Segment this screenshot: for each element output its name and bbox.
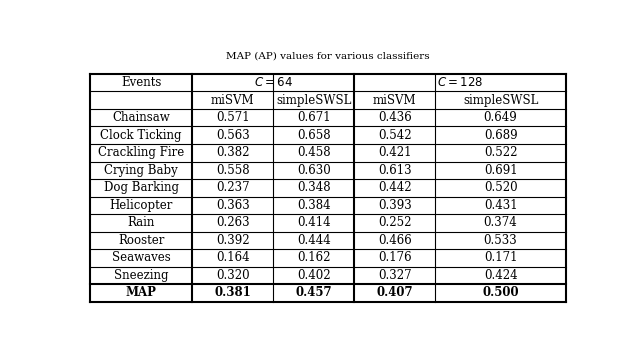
Text: 0.363: 0.363 <box>216 199 250 212</box>
Text: simpleSWSL: simpleSWSL <box>276 94 351 107</box>
Text: 0.442: 0.442 <box>378 181 412 194</box>
Text: 0.458: 0.458 <box>297 146 330 159</box>
Text: 0.421: 0.421 <box>378 146 412 159</box>
Text: 0.466: 0.466 <box>378 234 412 247</box>
Text: 0.630: 0.630 <box>297 164 331 177</box>
Text: 0.414: 0.414 <box>297 216 330 229</box>
Text: 0.431: 0.431 <box>484 199 517 212</box>
Text: Rain: Rain <box>127 216 155 229</box>
Text: Crying Baby: Crying Baby <box>104 164 178 177</box>
Text: 0.658: 0.658 <box>297 129 330 142</box>
Text: Chainsaw: Chainsaw <box>112 111 170 124</box>
Text: miSVM: miSVM <box>373 94 417 107</box>
Text: Rooster: Rooster <box>118 234 164 247</box>
Text: 0.558: 0.558 <box>216 164 250 177</box>
Text: Sneezing: Sneezing <box>114 269 168 282</box>
Text: 0.533: 0.533 <box>484 234 518 247</box>
Text: 0.382: 0.382 <box>216 146 250 159</box>
Text: 0.176: 0.176 <box>378 251 412 264</box>
Text: 0.171: 0.171 <box>484 251 517 264</box>
Text: 0.571: 0.571 <box>216 111 250 124</box>
Text: 0.563: 0.563 <box>216 129 250 142</box>
Text: 0.381: 0.381 <box>214 286 251 299</box>
Text: Helicopter: Helicopter <box>109 199 173 212</box>
Text: 0.424: 0.424 <box>484 269 517 282</box>
Text: MAP (AP) values for various classifiers: MAP (AP) values for various classifiers <box>226 51 430 60</box>
Text: 0.384: 0.384 <box>297 199 330 212</box>
Text: 0.164: 0.164 <box>216 251 250 264</box>
Text: 0.237: 0.237 <box>216 181 250 194</box>
Text: Clock Ticking: Clock Ticking <box>100 129 182 142</box>
Text: 0.252: 0.252 <box>378 216 412 229</box>
Text: 0.263: 0.263 <box>216 216 250 229</box>
Text: $C = 128$: $C = 128$ <box>437 76 483 89</box>
Text: 0.542: 0.542 <box>378 129 412 142</box>
Text: $C = 64$: $C = 64$ <box>254 76 292 89</box>
Text: Dog Barking: Dog Barking <box>104 181 179 194</box>
Text: 0.374: 0.374 <box>484 216 518 229</box>
Text: miSVM: miSVM <box>211 94 255 107</box>
Text: 0.613: 0.613 <box>378 164 412 177</box>
Text: Seawaves: Seawaves <box>112 251 170 264</box>
Text: 0.162: 0.162 <box>297 251 330 264</box>
Text: 0.327: 0.327 <box>378 269 412 282</box>
Text: 0.348: 0.348 <box>297 181 330 194</box>
Text: 0.392: 0.392 <box>216 234 250 247</box>
Text: 0.522: 0.522 <box>484 146 517 159</box>
Text: 0.402: 0.402 <box>297 269 330 282</box>
Text: 0.407: 0.407 <box>376 286 413 299</box>
Text: 0.689: 0.689 <box>484 129 517 142</box>
Text: simpleSWSL: simpleSWSL <box>463 94 538 107</box>
Text: 0.436: 0.436 <box>378 111 412 124</box>
Text: MAP: MAP <box>125 286 157 299</box>
Text: 0.649: 0.649 <box>484 111 518 124</box>
Text: 0.671: 0.671 <box>297 111 330 124</box>
Text: 0.444: 0.444 <box>297 234 331 247</box>
Text: Crackling Fire: Crackling Fire <box>98 146 184 159</box>
Text: 0.457: 0.457 <box>296 286 332 299</box>
Text: 0.320: 0.320 <box>216 269 250 282</box>
Text: 0.691: 0.691 <box>484 164 517 177</box>
Text: Events: Events <box>121 76 161 89</box>
Text: 0.500: 0.500 <box>483 286 519 299</box>
Text: 0.393: 0.393 <box>378 199 412 212</box>
Text: 0.520: 0.520 <box>484 181 517 194</box>
